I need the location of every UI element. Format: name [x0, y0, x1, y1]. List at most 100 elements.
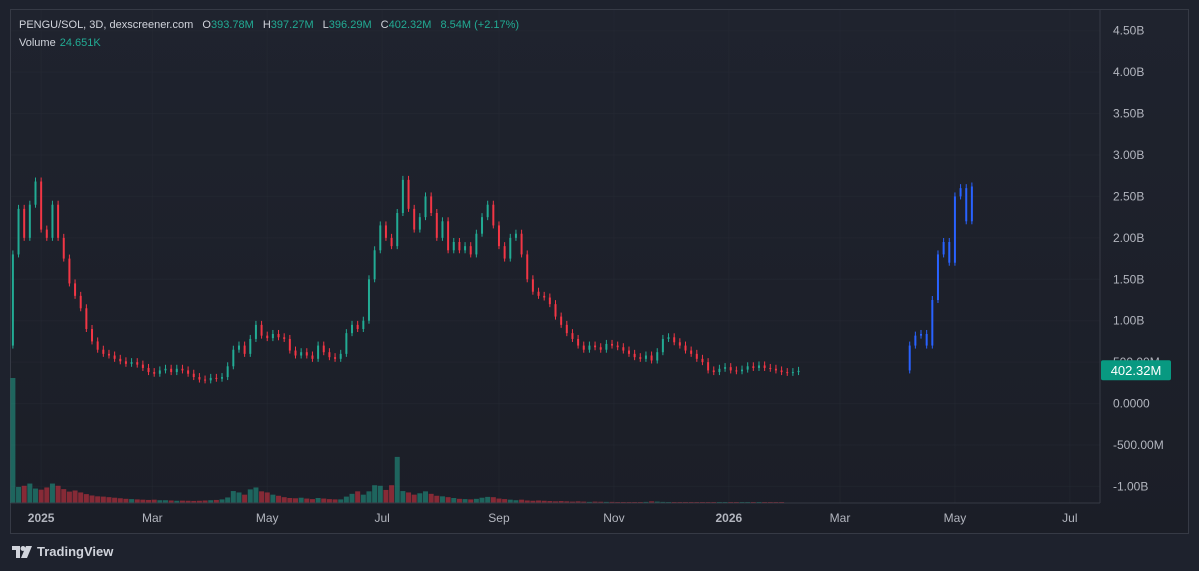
candle-body — [667, 337, 670, 339]
tradingview-brand[interactable]: TradingView — [12, 544, 113, 559]
candle-body — [452, 242, 455, 251]
volume-bar — [400, 491, 406, 503]
volume-bar — [162, 500, 168, 503]
volume-bar — [89, 495, 95, 503]
candle-body — [791, 372, 794, 374]
candle-body — [57, 204, 60, 238]
y-tick-label: 1.50B — [1113, 272, 1144, 286]
volume-bar — [383, 489, 389, 503]
candle-body — [684, 345, 687, 351]
candle-body — [644, 355, 647, 359]
candle-body — [328, 352, 331, 358]
candle-body — [942, 242, 945, 255]
volume-bar — [242, 494, 248, 503]
candle-body — [283, 337, 286, 339]
candle-body — [362, 320, 365, 329]
candle-body — [40, 181, 43, 230]
candle-body — [514, 233, 517, 238]
y-tick-label: 4.00B — [1113, 65, 1144, 79]
volume-bar — [55, 485, 61, 503]
volume-bar — [61, 489, 67, 503]
candle-body — [51, 204, 54, 238]
volume-bar — [264, 492, 270, 503]
volume-bar — [502, 499, 508, 503]
volume-bar — [100, 496, 106, 503]
candle-body — [113, 355, 116, 359]
brand-name: TradingView — [37, 544, 114, 559]
candle-body — [931, 300, 934, 346]
candle-body — [526, 254, 529, 280]
candle-body — [74, 283, 77, 296]
candle-body — [656, 352, 659, 361]
candle-body — [741, 369, 744, 372]
volume-label[interactable]: Volume — [19, 37, 56, 49]
candle-body — [908, 345, 911, 371]
candle-body — [543, 295, 546, 298]
volume-bar — [236, 492, 242, 503]
low-value: 396.29M — [328, 19, 372, 31]
chart-panel — [10, 9, 1189, 534]
candle-body — [102, 349, 105, 354]
candle-body — [367, 279, 370, 321]
volume-bar — [541, 500, 547, 503]
candle-body — [774, 368, 777, 371]
volume-bar — [281, 497, 287, 503]
volume-bar — [654, 501, 660, 503]
volume-bar — [276, 495, 282, 503]
volume-bar — [462, 499, 468, 503]
candle-body — [633, 353, 636, 358]
volume-bar — [230, 491, 236, 503]
candle-body — [407, 179, 410, 209]
close-label: C — [380, 19, 389, 31]
candle-body — [396, 213, 399, 247]
volume-bar — [422, 491, 428, 503]
candle-body — [322, 345, 325, 353]
low-label: L — [322, 19, 329, 31]
volume-bar — [259, 491, 265, 503]
volume-bar — [66, 491, 72, 503]
candle-body — [28, 204, 31, 238]
volume-bar — [485, 496, 491, 503]
volume-bar — [44, 487, 50, 503]
volume-bar — [586, 501, 592, 503]
x-tick-label: Mar — [142, 511, 163, 525]
volume-bar — [609, 501, 615, 503]
candle-body — [254, 324, 257, 339]
candle-body — [260, 324, 263, 336]
candle-body — [712, 370, 715, 373]
candle-body — [959, 188, 962, 197]
candle-body — [215, 377, 218, 379]
candle-body — [68, 258, 71, 284]
volume-bars — [10, 378, 785, 503]
symbol-label[interactable]: PENGU/SOL, 3D, dexscreener.com — [19, 19, 194, 31]
candle-body — [96, 341, 99, 350]
volume-bar — [196, 500, 202, 503]
candle-body — [599, 347, 602, 350]
candle-body — [237, 345, 240, 350]
volume-bar — [406, 492, 412, 503]
candle-body — [627, 350, 630, 354]
candle-body — [661, 338, 664, 353]
x-tick-label: May — [256, 511, 279, 525]
grid — [11, 10, 1100, 503]
volume-bar — [592, 501, 598, 503]
y-tick-label: 0.0000 — [1113, 397, 1150, 411]
candle-body — [673, 337, 676, 343]
volume-bar — [38, 489, 44, 503]
volume-bar — [179, 500, 185, 503]
volume-value: 24.651K — [59, 37, 101, 49]
candle-body — [735, 370, 738, 372]
volume-bar — [208, 500, 214, 503]
x-axis: 2025 Mar May Jul Sep Nov 2026 Mar May Jul — [11, 502, 1100, 525]
x-tick-label: Sep — [488, 511, 510, 525]
volume-bar — [151, 499, 157, 503]
volume-bar — [451, 498, 457, 503]
candle-body — [153, 372, 156, 374]
candle-body — [317, 345, 320, 359]
x-tick-label: 2025 — [28, 511, 55, 525]
candle-body — [418, 217, 421, 230]
change-value: 8.54M (+2.17%) — [440, 19, 520, 31]
candle-body — [384, 225, 387, 238]
volume-bar — [473, 498, 479, 503]
